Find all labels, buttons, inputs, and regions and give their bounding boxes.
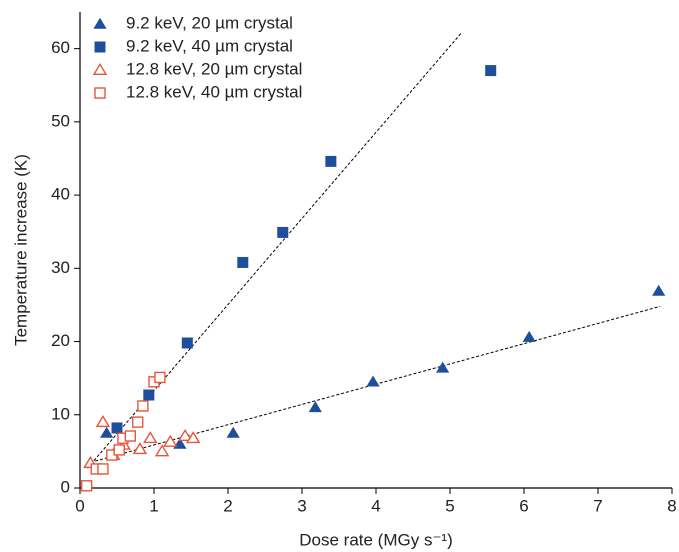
x-tick-label: 3 xyxy=(297,496,306,515)
x-axis-title: Dose rate (MGy s⁻¹) xyxy=(299,530,453,549)
marker-triangle xyxy=(522,330,536,342)
marker-triangle xyxy=(92,62,108,75)
marker-triangle xyxy=(226,426,240,438)
marker-square xyxy=(132,416,144,428)
legend-label: 12.8 keV, 40 µm crystal xyxy=(126,82,302,101)
y-tick-label: 50 xyxy=(51,111,70,130)
x-tick-label: 6 xyxy=(519,496,528,515)
x-tick-label: 0 xyxy=(75,496,84,515)
marker-triangle xyxy=(163,434,178,447)
marker-triangle xyxy=(143,431,158,444)
marker-square xyxy=(97,463,109,475)
marker-triangle xyxy=(132,442,148,455)
marker-triangle xyxy=(177,428,193,441)
marker-triangle xyxy=(366,375,380,387)
marker-square xyxy=(94,87,106,99)
marker-square xyxy=(154,371,166,384)
marker-square xyxy=(111,422,123,434)
x-tick-label: 8 xyxy=(667,496,676,515)
y-tick-label: 30 xyxy=(51,258,70,277)
y-tick-label: 40 xyxy=(51,185,70,204)
marker-square xyxy=(80,480,93,492)
marker-triangle xyxy=(436,361,450,373)
marker-triangle xyxy=(185,431,201,444)
x-tick-label: 1 xyxy=(149,496,158,515)
marker-square xyxy=(485,65,497,77)
marker-square xyxy=(237,256,249,268)
marker-square xyxy=(325,155,337,167)
marker-square xyxy=(94,41,106,53)
y-tick-label: 60 xyxy=(51,38,70,57)
marker-triangle xyxy=(95,415,111,428)
marker-square xyxy=(137,400,149,412)
marker-triangle xyxy=(652,284,666,296)
marker-square xyxy=(143,389,155,401)
y-axis-title: Temperature increase (K) xyxy=(11,154,30,346)
x-tick-label: 5 xyxy=(445,496,454,515)
legend-label: 12.8 keV, 20 µm crystal xyxy=(126,59,302,78)
marker-square xyxy=(277,226,289,238)
marker-square xyxy=(124,430,137,442)
y-tick-label: 0 xyxy=(61,477,70,496)
marker-square xyxy=(113,444,125,456)
y-tick-label: 20 xyxy=(51,331,70,350)
marker-square xyxy=(181,337,193,349)
legend-label: 9.2 keV, 20 µm crystal xyxy=(126,13,293,32)
marker-triangle xyxy=(93,17,107,29)
legend-label: 9.2 keV, 40 µm crystal xyxy=(126,36,293,55)
x-tick-label: 2 xyxy=(223,496,232,515)
marker-triangle xyxy=(100,426,114,438)
x-tick-label: 4 xyxy=(371,496,380,515)
y-tick-label: 10 xyxy=(51,404,70,423)
marker-triangle xyxy=(308,401,322,413)
marker-triangle xyxy=(154,444,170,457)
x-tick-label: 7 xyxy=(593,496,602,515)
